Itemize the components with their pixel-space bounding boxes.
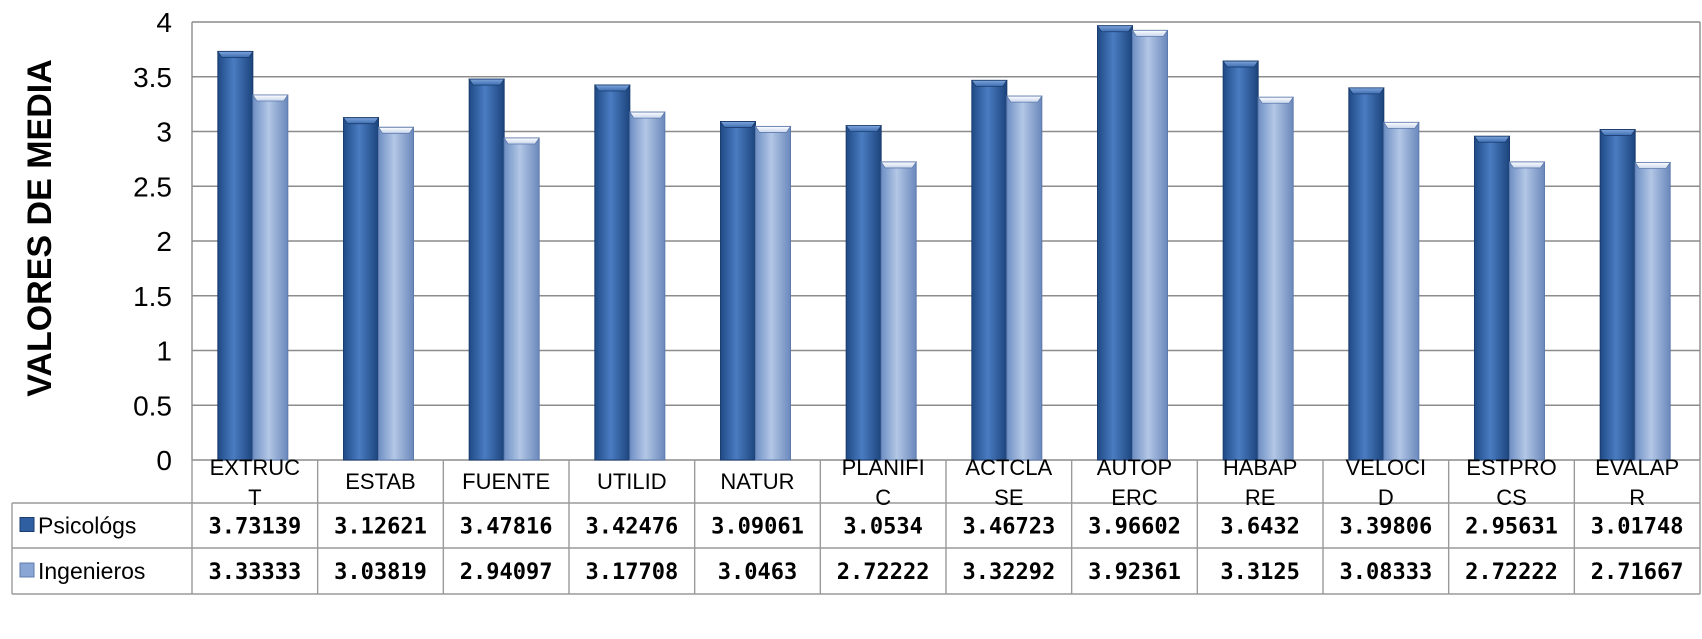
legend-swatch — [19, 562, 35, 578]
bar-psicologos — [719, 121, 757, 461]
data-table-value: 2.72222 — [837, 560, 930, 585]
data-table-value: 3.03819 — [334, 560, 427, 585]
category-label: NATUR — [720, 469, 794, 494]
bar-ingenieros — [1634, 162, 1671, 461]
bar-ingenieros — [503, 137, 540, 461]
data-table-value: 3.32292 — [962, 560, 1055, 585]
bar-psicologos — [1473, 135, 1511, 461]
data-table-value: 3.3125 — [1220, 560, 1299, 585]
data-table-value: 3.01748 — [1591, 515, 1684, 540]
category-label: UTILID — [597, 469, 667, 494]
data-table-value: 3.39806 — [1339, 515, 1432, 540]
bar-ingenieros — [252, 94, 289, 461]
category-label: AUTOP ERC — [1097, 455, 1172, 510]
y-tick-label: 4 — [156, 7, 172, 38]
y-tick-label: 0 — [156, 445, 172, 476]
data-table-value: 3.08333 — [1339, 560, 1432, 585]
y-axis-ticks: 0 0.5 1 1.5 2 2.5 3 3.5 4 — [133, 7, 172, 476]
legend-series-name: Psicológs — [38, 513, 136, 539]
bar-psicologos — [217, 50, 254, 461]
data-table-value: 3.47816 — [460, 515, 553, 540]
data-table: EXTRUC T ESTAB FUENTE UTILID NATUR PLANIFI C ACT… — [11, 455, 1701, 595]
y-tick-label: 2.5 — [133, 171, 172, 202]
y-tick-label: 0.5 — [133, 390, 172, 421]
bar-psicologos — [1348, 87, 1385, 461]
y-tick-label: 1 — [156, 336, 172, 367]
category-label: HABAP RE — [1223, 455, 1298, 510]
bar-ingenieros — [377, 126, 415, 461]
data-table-value: 3.12621 — [334, 515, 427, 540]
category-label: EXTRUC T — [210, 455, 301, 510]
bar-psicologos — [594, 84, 631, 461]
data-table-value: 3.0463 — [718, 560, 797, 585]
data-table-value: 3.96602 — [1088, 515, 1181, 540]
legend-swatch — [19, 517, 35, 532]
bars — [217, 25, 1671, 461]
bar-ingenieros — [629, 111, 666, 461]
bar-psicologos — [1096, 25, 1134, 461]
data-table-value: 3.73139 — [208, 515, 301, 540]
bar-psicologos — [1599, 129, 1636, 461]
category-label: EVALAP R — [1595, 455, 1679, 510]
y-tick-label: 1.5 — [133, 281, 172, 312]
category-label: FUENTE — [462, 469, 550, 494]
bar-ingenieros — [1131, 29, 1169, 461]
bar-psicologos — [971, 79, 1008, 461]
bar-psicologos — [845, 125, 882, 461]
bar-psicologos — [1222, 60, 1259, 461]
data-table-value: 3.09061 — [711, 515, 804, 540]
data-table-value: 3.0534 — [843, 515, 922, 540]
y-tick-label: 2 — [156, 226, 172, 257]
data-table-value: 2.94097 — [460, 560, 553, 585]
category-label: PLANIFI C — [842, 455, 925, 510]
data-table-value: 2.95631 — [1465, 515, 1558, 540]
gridlines — [191, 21, 1701, 461]
data-table-value: 3.92361 — [1088, 560, 1181, 585]
category-label: ESTPRO CS — [1466, 455, 1556, 510]
y-axis-label: VALORES DE MEDIA — [21, 59, 59, 397]
bar-ingenieros — [880, 161, 917, 461]
data-table-value: 3.46723 — [962, 515, 1055, 540]
data-table-value: 3.33333 — [208, 560, 301, 585]
bar-psicologos — [468, 78, 505, 461]
y-tick-label: 3.5 — [133, 62, 172, 93]
category-label: ESTAB — [345, 469, 416, 494]
data-table-value: 3.6432 — [1220, 515, 1299, 540]
legend-series-name: Ingenieros — [38, 558, 145, 584]
data-table-value: 2.72222 — [1465, 560, 1558, 585]
bar-ingenieros — [1508, 161, 1546, 461]
category-label: VELOCI D — [1345, 455, 1426, 510]
data-table-value: 3.42476 — [585, 515, 678, 540]
bar-ingenieros — [1257, 96, 1294, 461]
data-table-value: 3.17708 — [585, 560, 678, 585]
data-table-value: 2.71667 — [1591, 560, 1684, 585]
y-tick-label: 3 — [156, 117, 172, 148]
category-label: ACTCLA SE — [965, 455, 1052, 510]
bar-ingenieros — [1006, 95, 1043, 461]
bar-ingenieros — [1383, 121, 1420, 461]
bar-ingenieros — [754, 125, 792, 461]
bar-psicologos — [342, 117, 380, 461]
